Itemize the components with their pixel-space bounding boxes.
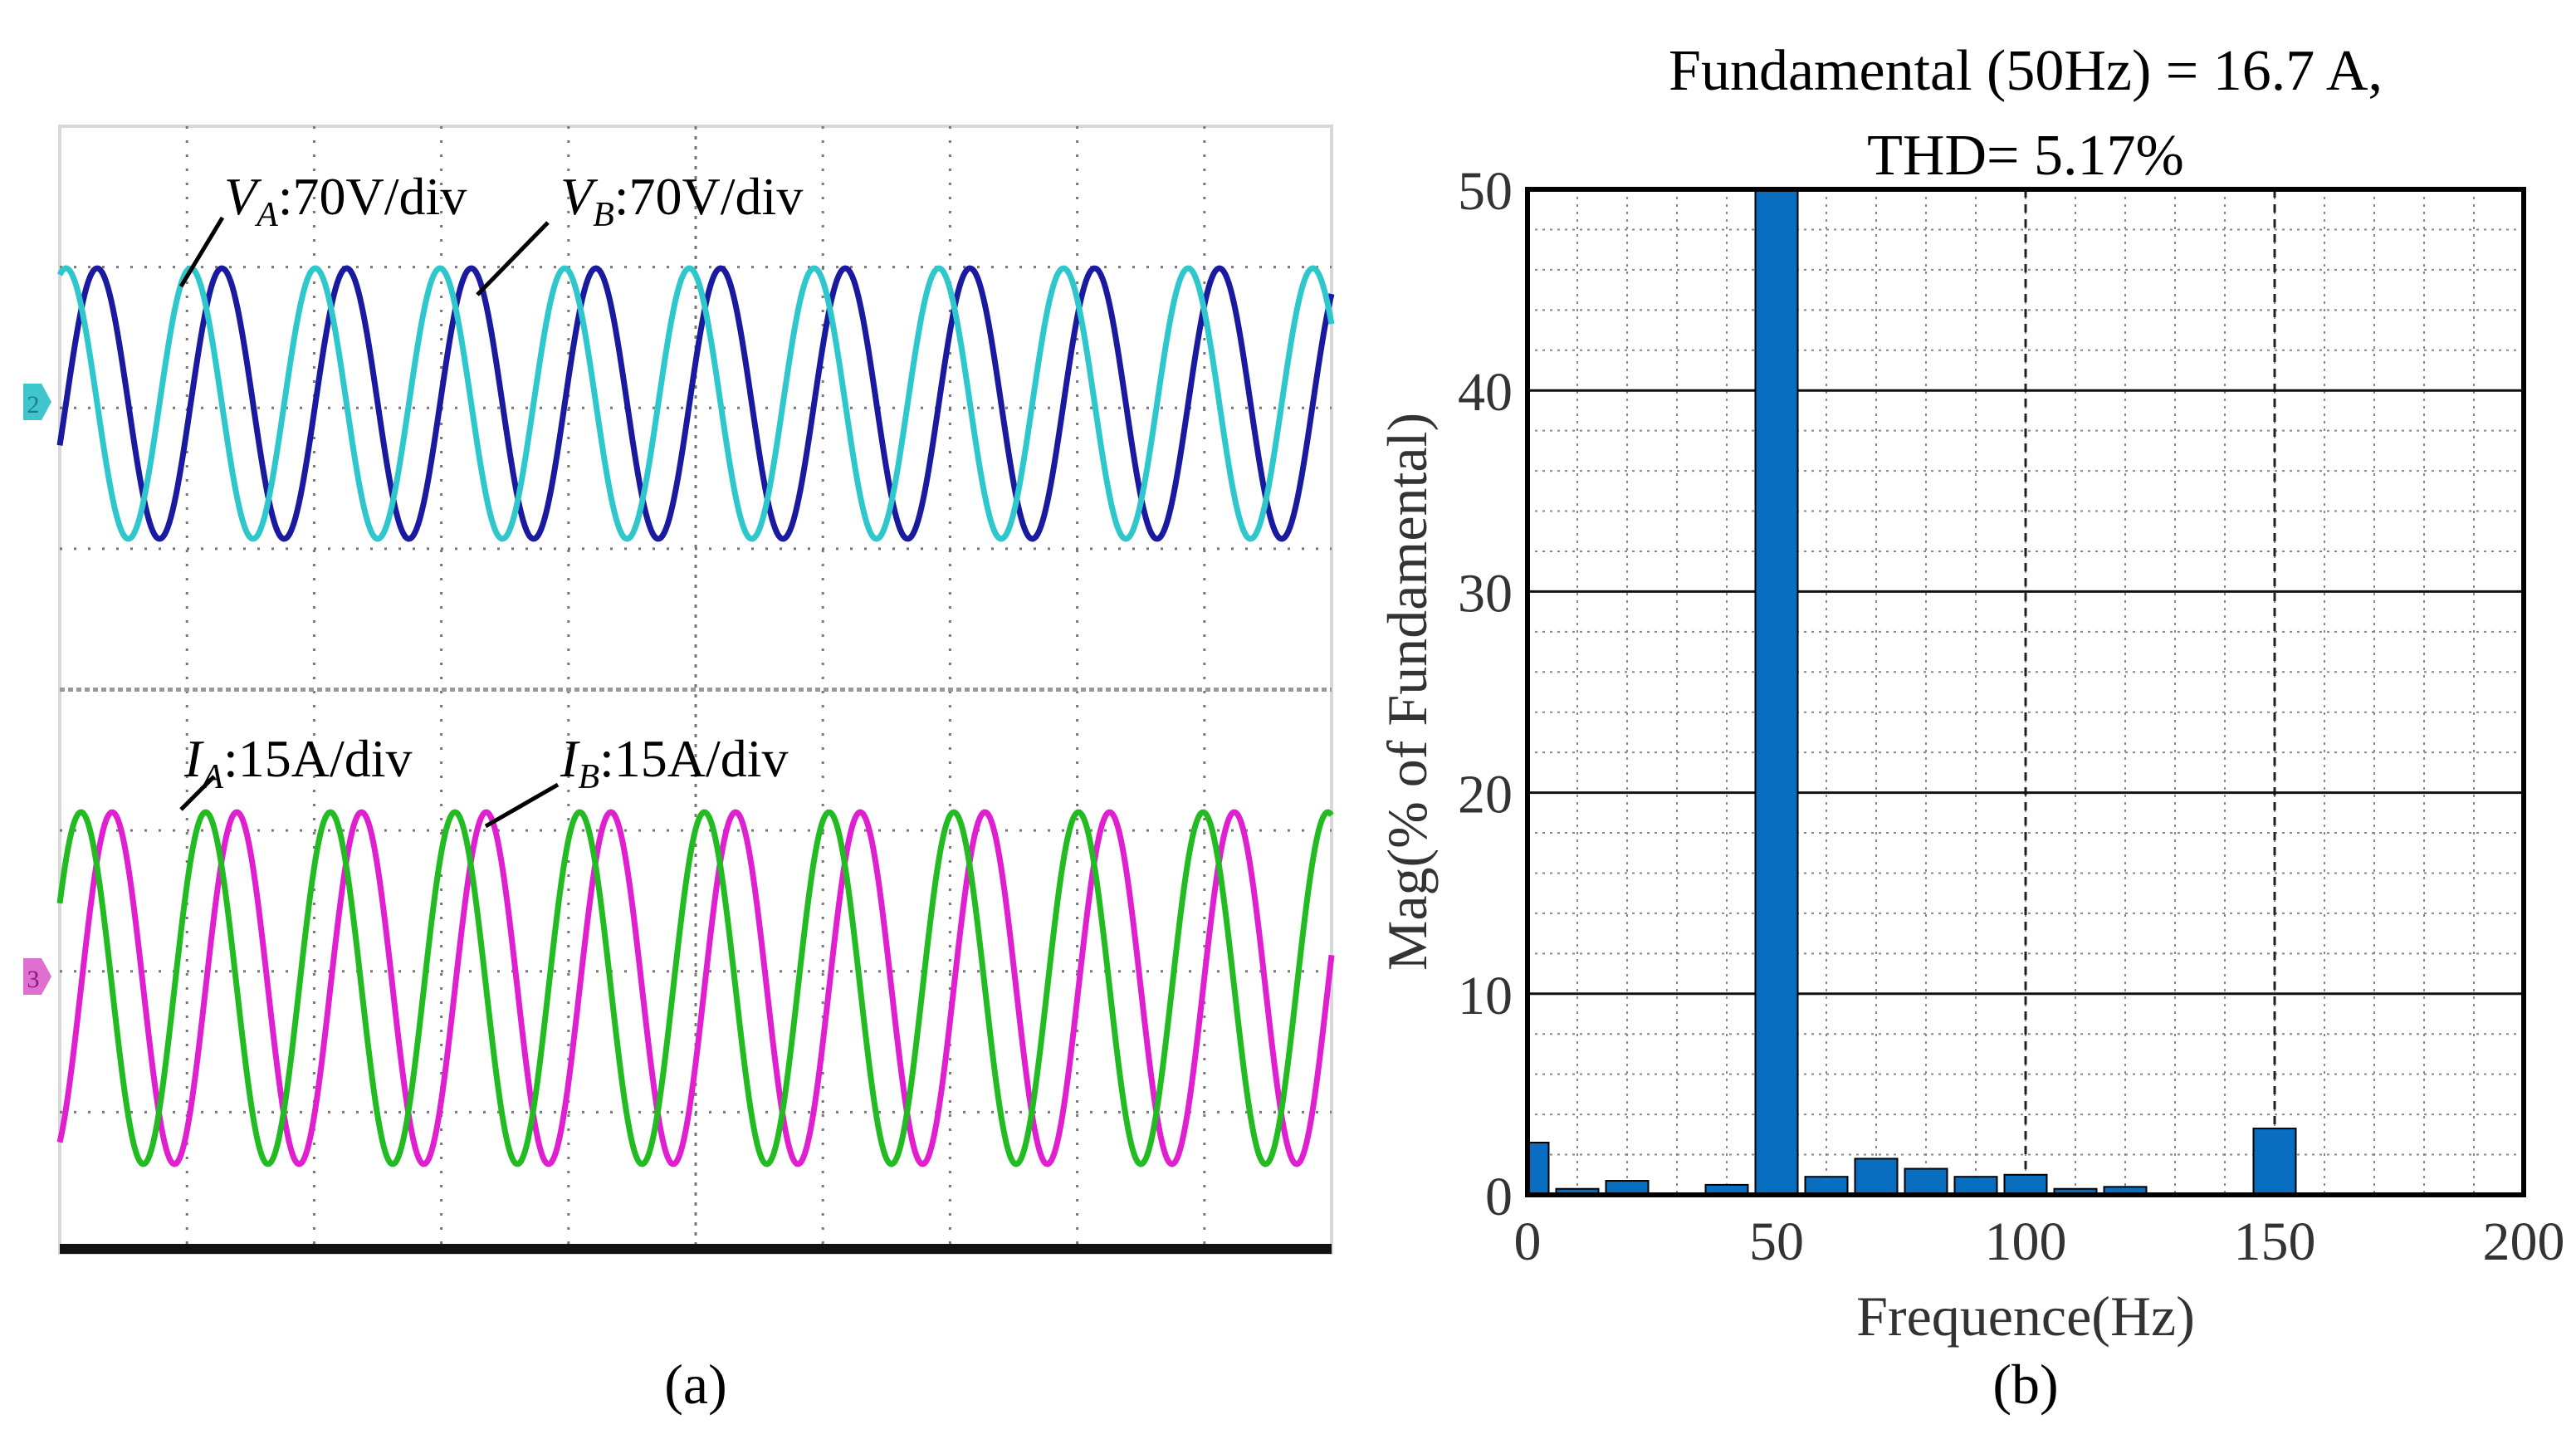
fft-subtitle: THD= 5.17% <box>1867 124 2184 188</box>
fft-bar-60hz <box>1804 1176 1849 1197</box>
fft-y-tick: 30 <box>1458 563 1513 624</box>
ia-scale: :15A/div <box>223 729 413 788</box>
vb-scale: :70V/div <box>614 167 804 226</box>
fft-x-tick: 200 <box>2483 1211 2565 1272</box>
va-subscript: A <box>254 196 278 234</box>
svg-text:IA:15A/div: IA:15A/div <box>183 729 413 796</box>
fft-y-tick: 0 <box>1485 1167 1513 1227</box>
fft-bar-100hz <box>2003 1173 2048 1197</box>
channel-2-marker: 2 <box>23 384 51 420</box>
ib-scale: :15A/div <box>599 729 789 788</box>
fft-x-tick: 0 <box>1514 1211 1542 1272</box>
scope-bottom-bar <box>60 1244 1332 1254</box>
fft-x-tick: 150 <box>2234 1211 2316 1272</box>
fft-x-tick: 100 <box>1985 1211 2067 1272</box>
fft-bar-150hz <box>2252 1128 2297 1196</box>
ib-waveform <box>56 809 1334 1167</box>
fft-title: Fundamental (50Hz) = 16.7 A, <box>1669 39 2383 103</box>
vb-subscript: B <box>593 196 614 234</box>
channel-3-label: 3 <box>27 966 40 993</box>
svg-text:VA:70V/div: VA:70V/div <box>224 167 467 234</box>
ia-subscript: A <box>199 758 223 796</box>
ia-annotation: IA:15A/div <box>179 729 413 811</box>
fft-bar-90hz <box>1953 1176 1998 1197</box>
fft-panel: Fundamental (50Hz) = 16.7 A, THD= 5.17% … <box>1376 39 2565 1416</box>
fft-bar-80hz <box>1904 1167 1948 1197</box>
channel-3-marker: 3 <box>23 958 51 995</box>
fft-bar-50hz <box>1754 188 1799 1196</box>
svg-text:VB:70V/div: VB:70V/div <box>560 167 803 234</box>
fft-y-tick: 20 <box>1458 765 1513 825</box>
fft-y-tick: 10 <box>1458 966 1513 1026</box>
fft-y-tick: 40 <box>1458 362 1513 423</box>
ib-symbol: I <box>560 729 580 788</box>
vb-symbol: V <box>560 167 599 226</box>
va-symbol: V <box>224 167 262 226</box>
scope-waveforms <box>56 265 1335 1167</box>
va-waveform <box>56 265 1335 542</box>
fft-y-tick: 50 <box>1458 161 1513 222</box>
svg-text:IB:15A/div: IB:15A/div <box>560 729 789 796</box>
ib-annotation: IB:15A/div <box>484 729 789 829</box>
fft-grid <box>1528 189 2524 1195</box>
fft-bar-70hz <box>1854 1158 1899 1197</box>
fft-x-tick: 50 <box>1749 1211 1804 1272</box>
va-scale: :70V/div <box>278 167 467 226</box>
vb-annotation: VB:70V/div <box>476 167 803 296</box>
panel-b-label: (b) <box>1992 1353 2058 1416</box>
fft-y-tick-labels: 0 10 20 30 40 50 <box>1458 161 1513 1227</box>
fft-bars <box>1527 188 2297 1197</box>
fft-x-axis-label: Frequence(Hz) <box>1856 1285 2195 1348</box>
va-annotation: VA:70V/div <box>178 167 467 288</box>
scope-panel: 2 3 VA:70V/div VB:70V/div IA:15A/div <box>23 125 1335 1416</box>
fft-bar-0hz <box>1527 1142 1550 1196</box>
ia-symbol: I <box>183 729 204 788</box>
panel-a-label: (a) <box>664 1353 726 1416</box>
fft-plot-frame <box>1525 187 2526 1197</box>
ia-waveform <box>56 809 1335 1167</box>
vb-waveform <box>56 265 1335 542</box>
fft-y-axis-label: Mag(% of Fundamental) <box>1376 413 1439 971</box>
channel-2-label: 2 <box>27 391 40 418</box>
fft-x-tick-labels: 0 50 100 150 200 <box>1514 1211 2565 1272</box>
ib-subscript: B <box>578 758 599 796</box>
